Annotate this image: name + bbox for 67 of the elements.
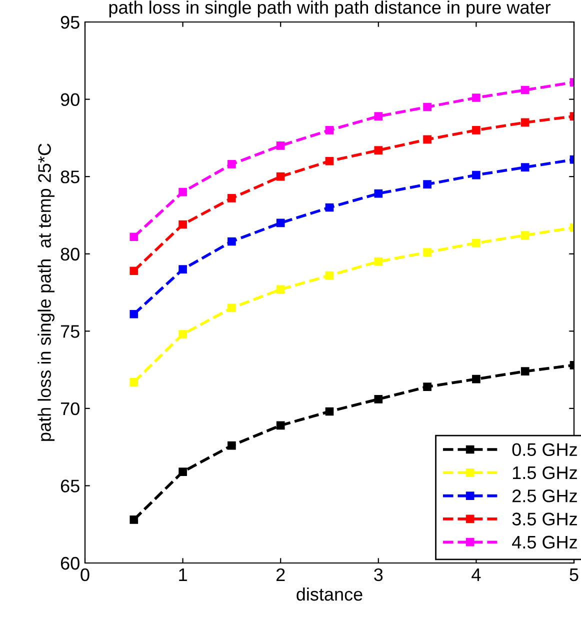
legend-label: 0.5 GHz: [512, 443, 577, 456]
point: [178, 220, 187, 229]
point: [325, 156, 334, 166]
point: [374, 112, 383, 120]
point: [472, 238, 480, 248]
point: [520, 163, 530, 172]
point: [423, 135, 432, 144]
x-tick-label: 3: [374, 568, 383, 582]
x-tick-label: 5: [570, 568, 578, 582]
y-tick-label: 95: [60, 16, 80, 29]
point: [472, 126, 480, 134]
point: [374, 394, 383, 404]
point: [130, 266, 138, 276]
point: [228, 441, 236, 450]
point: [228, 237, 236, 246]
point: [276, 285, 285, 294]
point: [178, 188, 187, 196]
point: [325, 203, 334, 212]
point: [374, 257, 383, 266]
point: [228, 194, 236, 202]
point: [520, 86, 530, 94]
x-tick-label: 2: [276, 568, 285, 581]
point: [130, 310, 138, 318]
legend-label: 1.5 GHz: [512, 466, 577, 480]
point: [276, 141, 285, 150]
y-tick-label: 80: [60, 248, 80, 261]
chart-title: path loss in single path with path distance in pure water: [109, 0, 551, 18]
point: [276, 421, 285, 430]
x-tick-label: 0: [80, 568, 90, 582]
y-tick-label: 75: [60, 325, 80, 338]
point: [472, 94, 480, 102]
point: [374, 146, 383, 154]
x-tick-label: 4: [472, 568, 481, 581]
point: [423, 180, 432, 188]
point: [178, 468, 187, 476]
y-tick-label: 90: [60, 93, 80, 106]
y-tick-label: 85: [60, 170, 80, 184]
y-tick-label: 70: [60, 402, 80, 416]
point: [325, 407, 334, 416]
x-tick-label: 1: [179, 568, 187, 581]
point: [325, 271, 334, 280]
point: [130, 516, 138, 524]
y-axis-title: path loss in single path at temp 25*C: [38, 144, 54, 441]
y-tick-label: 60: [60, 556, 80, 570]
point: [325, 126, 334, 134]
point: [472, 374, 480, 384]
point: [130, 378, 138, 386]
x-axis-title: distance: [296, 587, 362, 601]
legend-label: 4.5 GHz: [512, 536, 577, 549]
point: [520, 118, 530, 127]
point: [423, 102, 432, 112]
point: [520, 367, 530, 376]
point: [374, 189, 383, 198]
legend-label: 3.5 GHz: [512, 512, 577, 526]
point: [520, 231, 530, 240]
point: [276, 172, 285, 181]
point: [423, 248, 432, 256]
point: [228, 160, 236, 168]
point: [276, 218, 285, 228]
point: [178, 330, 187, 338]
legend-label: 2.5 GHz: [512, 490, 577, 502]
point: [423, 382, 432, 391]
point: [228, 304, 236, 312]
point: [130, 232, 138, 242]
point: [472, 170, 480, 180]
point: [178, 265, 187, 274]
y-tick-label: 65: [60, 480, 80, 492]
